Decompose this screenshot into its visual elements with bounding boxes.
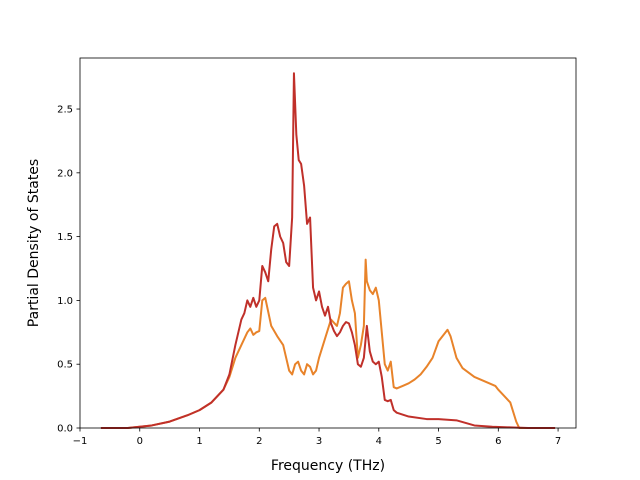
x-tick-label: −1 [73,436,88,447]
x-tick-label: 4 [376,436,382,447]
x-tick-label: 6 [495,436,501,447]
y-tick-label: 2.5 [57,105,73,116]
x-tick-label: 7 [555,436,561,447]
y-axis-ticks: 0.0 0.5 1.0 1.5 2.0 2.5 [57,105,80,435]
x-tick-label: 2 [256,436,262,447]
series-layer [100,72,556,429]
x-tick-label: 5 [435,436,441,447]
y-tick-label: 2.0 [57,168,73,179]
plot-frame [79,57,577,429]
y-axis-label: Partial Density of States [26,159,42,327]
x-axis-label: Frequency (THz) [271,458,385,474]
x-tick-label: 3 [316,436,322,447]
x-tick-label: 1 [196,436,202,447]
x-axis-ticks: −1 0 1 2 3 4 5 6 7 [73,428,561,447]
x-tick-label: 0 [137,436,143,447]
y-tick-label: 0.5 [57,360,73,371]
series-line-2 [100,72,556,429]
y-tick-label: 1.0 [57,296,73,307]
y-tick-label: 1.5 [57,232,73,243]
series-line-1 [100,258,556,429]
y-tick-label: 0.0 [57,424,73,435]
